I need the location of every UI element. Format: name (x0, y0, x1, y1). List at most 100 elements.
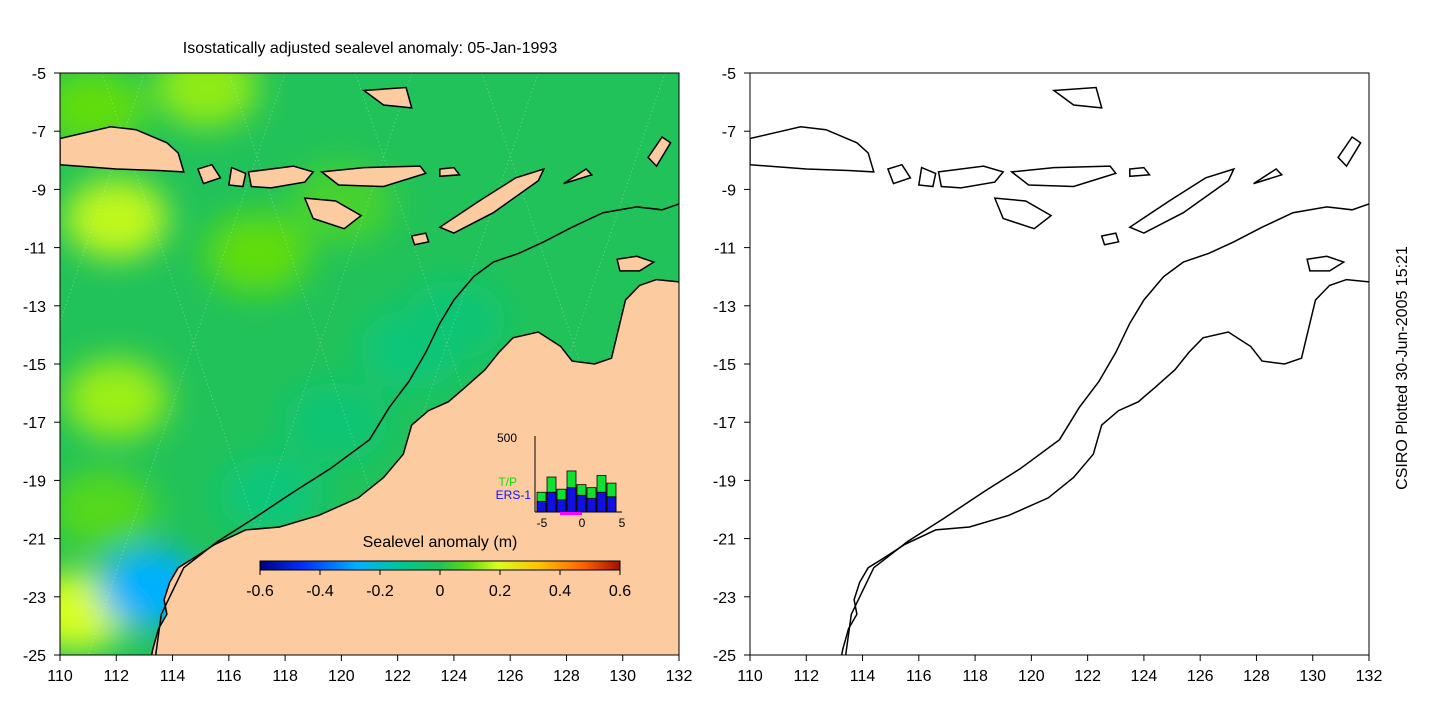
island-6 (303, 197, 363, 230)
island-1 (196, 163, 222, 185)
left-x-tick-label: 122 (384, 668, 411, 685)
island-outline-4 (1009, 165, 1118, 188)
island-9 (616, 255, 656, 272)
island-outline-0 (750, 126, 875, 173)
right-y-tick-label: -25 (713, 648, 736, 665)
track-count-inset: 500 T/P ERS-1 -5 0 5 (496, 431, 626, 530)
island-7 (438, 167, 546, 234)
left-y-tick-label: -21 (23, 532, 46, 549)
left-x-tick-label: 128 (553, 668, 580, 685)
left-x-tick-label: 126 (497, 668, 524, 685)
inset-series-tp: T/P (498, 475, 517, 489)
anomaly-blob-0 (64, 178, 169, 259)
island-outline-8 (1253, 168, 1284, 185)
left-x-tick-label: 120 (328, 668, 355, 685)
left-x-tick-label: 112 (104, 668, 130, 685)
inset-ymax-label: 500 (497, 431, 517, 445)
inset-x-tick-label: 0 (579, 516, 586, 530)
right-y-tick-label: -13 (713, 299, 736, 316)
island-8 (563, 168, 594, 185)
island-12 (410, 232, 430, 246)
island-outline-6 (993, 197, 1053, 230)
right-x-tick-label: 132 (1356, 668, 1383, 685)
left-y-tick-label: -17 (23, 415, 46, 432)
inset-marker (560, 512, 582, 515)
anomaly-blob-8 (219, 454, 324, 535)
island-outline-11 (1051, 86, 1103, 109)
colorbar-tick-label: 0.6 (609, 583, 631, 600)
island-4 (319, 165, 428, 188)
inset-bar-ers1 (586, 497, 597, 513)
island-outline-2 (917, 166, 937, 188)
coastline-contours (750, 86, 1369, 655)
right-y-tick-label: -23 (713, 590, 736, 607)
inset-bar-ers1 (566, 487, 577, 513)
right-x-tick-label: 114 (850, 668, 876, 685)
left-y-tick-label: -9 (32, 182, 46, 199)
inset-bar-ers1 (576, 494, 587, 513)
left-y-tick-label: -7 (32, 124, 46, 141)
colorbar-tick-label: 0.4 (549, 583, 571, 600)
inset-x-tick-label: 5 (619, 516, 626, 530)
inset-x-tick-label: -5 (537, 516, 548, 530)
left-y-tick-label: -13 (23, 299, 46, 316)
left-y-tick-label: -15 (23, 357, 46, 374)
right-axes: 110 112 114 116 118 120 122 124 126 128 130 132 -5 -7… (713, 66, 1383, 685)
right-x-tick-label: 116 (906, 668, 932, 685)
right-y-tick-label: -15 (713, 357, 736, 374)
right-x-tick-label: 110 (737, 668, 763, 685)
right-y-tick-label: -19 (713, 473, 736, 490)
anomaly-blob-11 (60, 469, 155, 550)
colorbar-tick-label: -0.6 (246, 583, 274, 600)
left-y-tick-label: -23 (23, 590, 46, 607)
left-y-tick-label: -25 (23, 648, 46, 665)
island-outline-1 (886, 163, 912, 185)
right-y-tick-label: -9 (722, 182, 736, 199)
inset-bar-ers1 (556, 499, 567, 513)
anomaly-blob-1 (64, 358, 169, 439)
left-x-tick-label: 124 (441, 668, 468, 685)
island-outline-7 (1128, 167, 1236, 234)
right-y-tick-label: -5 (722, 66, 736, 83)
island-11 (361, 86, 413, 109)
left-y-tick-label: -11 (24, 241, 46, 258)
island-2 (227, 166, 247, 188)
colorbar-label: Sealevel anomaly (m) (363, 534, 518, 551)
australia-coastline (840, 278, 1369, 655)
left-x-tick-label: 114 (160, 668, 186, 685)
island-outline-10 (1337, 135, 1362, 168)
right-y-tick-label: -7 (722, 124, 736, 141)
anomaly-blob-6 (204, 213, 309, 294)
island-outline-9 (1306, 255, 1346, 272)
altimeter-track-5 (87, 73, 286, 655)
chart-title: Isostatically adjusted sealevel anomaly:… (182, 40, 558, 57)
inset-series-ers1: ERS-1 (496, 488, 532, 502)
right-x-tick-label: 126 (1187, 668, 1214, 685)
island-outline-5 (1129, 166, 1151, 178)
anomaly-blob-4 (154, 73, 259, 128)
left-axes: 110 112 114 116 118 120 122 124 126 128 130 132 -5 -7… (23, 66, 693, 685)
right-x-tick-label: 130 (1299, 668, 1326, 685)
right-x-tick-label: 124 (1131, 668, 1158, 685)
colorbar-tick-label: -0.4 (306, 583, 334, 600)
colorbar: Sealevel anomaly (m) -0.6 -0.4 -0.2 0 0.2 0.4… (246, 534, 631, 600)
right-x-tick-label: 122 (1074, 668, 1101, 685)
inset-bar-ers1 (606, 496, 617, 513)
island-outline-3 (937, 165, 1005, 189)
right-y-tick-label: -17 (713, 415, 736, 432)
left-x-tick-label: 130 (609, 668, 636, 685)
right-y-tick-label: -11 (714, 241, 736, 258)
coastline (154, 203, 679, 655)
colorbar-tick-label: -0.2 (366, 583, 394, 600)
colorbar-tick-label: 0 (436, 583, 445, 600)
left-x-tick-label: 110 (47, 668, 73, 685)
right-x-tick-label: 128 (1243, 668, 1270, 685)
right-y-tick-label: -21 (713, 532, 736, 549)
island-3 (247, 165, 315, 189)
inset-bar-ers1 (536, 500, 547, 513)
anomaly-blob-7 (283, 382, 388, 463)
shelf-contour-outline (844, 203, 1369, 655)
island-0 (60, 126, 185, 173)
inset-bar-ers1 (546, 491, 557, 513)
